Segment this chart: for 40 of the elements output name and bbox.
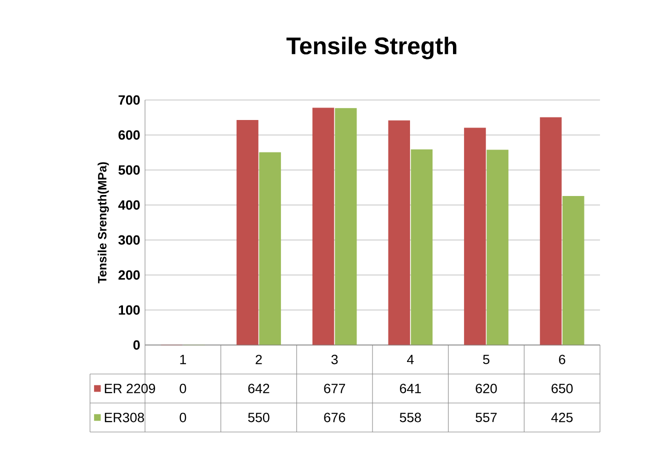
data-label: 558	[400, 412, 421, 422]
x-tick-label: 1	[180, 354, 186, 364]
data-label: 0	[180, 384, 186, 394]
bar	[540, 117, 562, 346]
data-label: 641	[400, 384, 421, 394]
x-tick-label: 2	[256, 354, 262, 364]
bar	[259, 152, 281, 346]
y-tick-label: 200	[118, 270, 140, 280]
legend-label: ER 2209	[104, 384, 156, 394]
data-label: 676	[324, 412, 346, 422]
legend-label: ER308	[104, 412, 144, 422]
data-label: 550	[248, 412, 270, 422]
data-label: 0	[180, 412, 186, 422]
bar	[312, 108, 334, 346]
chart-title: Tensile Stregth	[286, 36, 456, 60]
y-tick-label: 700	[118, 95, 140, 105]
data-label: 650	[552, 384, 573, 394]
bar	[334, 108, 357, 346]
y-tick-label: 0	[133, 340, 140, 350]
y-tick-label: 600	[118, 130, 140, 140]
x-tick-label: 6	[559, 354, 566, 364]
y-tick-label: 500	[118, 165, 140, 175]
y-axis-title: Tensile Srength(MPa)	[98, 162, 109, 284]
data-label: 620	[476, 384, 497, 394]
bar	[464, 128, 486, 346]
x-tick-label: 4	[407, 354, 414, 364]
y-tick-label: 400	[118, 200, 140, 210]
bar	[410, 149, 433, 346]
data-label: 642	[248, 384, 270, 394]
data-label: 425	[551, 412, 573, 422]
bar	[388, 120, 410, 346]
x-tick-label: 3	[331, 354, 338, 364]
bar	[486, 150, 508, 346]
y-tick-label: 300	[118, 235, 140, 245]
x-tick-label: 5	[483, 354, 490, 364]
data-label: 677	[324, 384, 346, 394]
bar	[562, 196, 584, 346]
bar	[236, 120, 258, 346]
data-label: 557	[476, 412, 497, 422]
y-tick-label: 100	[118, 305, 140, 315]
